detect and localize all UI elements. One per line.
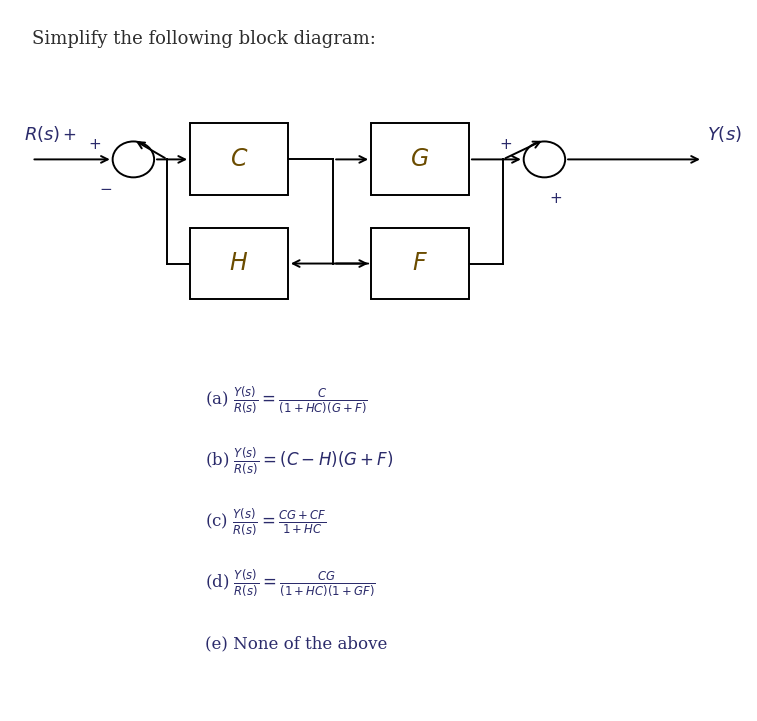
Ellipse shape <box>524 141 565 177</box>
Text: (c) $\frac{Y(s)}{R(s)} = \frac{CG+CF}{1+HC}$: (c) $\frac{Y(s)}{R(s)} = \frac{CG+CF}{1+… <box>205 506 327 538</box>
Bar <box>371 123 469 195</box>
Text: $H$: $H$ <box>229 252 248 275</box>
Text: Simplify the following block diagram:: Simplify the following block diagram: <box>32 30 375 48</box>
Bar <box>190 228 288 299</box>
Text: $+$: $+$ <box>500 138 512 152</box>
Bar <box>190 123 288 195</box>
Text: $+$: $+$ <box>549 192 562 206</box>
Text: $-$: $-$ <box>98 181 112 195</box>
Text: $C$: $C$ <box>230 148 248 171</box>
Text: (b) $\frac{Y(s)}{R(s)} = (C - H)(G + F)$: (b) $\frac{Y(s)}{R(s)} = (C - H)(G + F)$ <box>205 446 394 477</box>
Text: $+$: $+$ <box>62 127 76 143</box>
Text: $+$: $+$ <box>89 138 101 152</box>
Text: $Y(s)$: $Y(s)$ <box>706 123 741 143</box>
Text: $R(s)$: $R(s)$ <box>24 123 61 143</box>
Text: (d) $\frac{Y(s)}{R(s)} = \frac{CG}{(1+HC)(1+GF)}$: (d) $\frac{Y(s)}{R(s)} = \frac{CG}{(1+HC… <box>205 567 375 598</box>
Ellipse shape <box>113 141 154 177</box>
Text: $F$: $F$ <box>412 252 428 275</box>
Text: (a) $\frac{Y(s)}{R(s)} = \frac{C}{(1+HC)(G+F)}$: (a) $\frac{Y(s)}{R(s)} = \frac{C}{(1+HC)… <box>205 384 368 415</box>
Bar <box>371 228 469 299</box>
Text: $G$: $G$ <box>410 148 429 171</box>
Text: (e) None of the above: (e) None of the above <box>205 636 388 653</box>
